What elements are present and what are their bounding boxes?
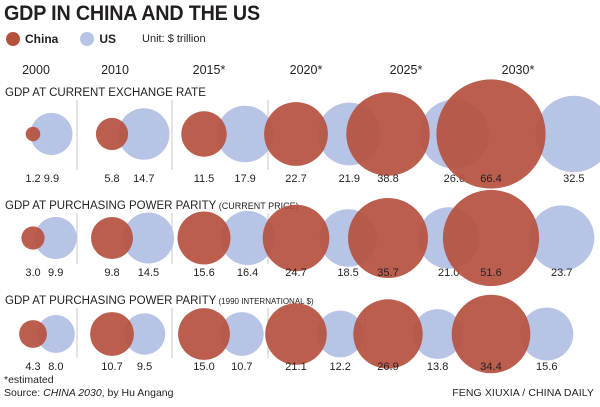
china-value-label: 15.0	[193, 361, 214, 373]
china-bubble	[346, 92, 430, 176]
china-bubble	[436, 79, 546, 189]
year-label: 2010	[101, 63, 129, 77]
china-bubble	[442, 189, 540, 287]
china-bubble	[451, 294, 531, 374]
legend-us-label: US	[99, 32, 117, 46]
china-value-label: 66.4	[480, 173, 501, 185]
row-title: GDP AT PURCHASING POWER PARITY (1990 INT…	[5, 295, 314, 307]
row-title: GDP AT CURRENT EXCHANGE RATE	[5, 87, 206, 99]
row-title: GDP AT PURCHASING POWER PARITY (CURRENT …	[5, 200, 299, 212]
china-value-label: 35.7	[377, 267, 398, 279]
china-value-label: 4.3	[25, 361, 40, 373]
us-value-label: 21.0	[438, 267, 459, 279]
us-bubble	[34, 216, 77, 260]
china-bubble	[178, 308, 230, 360]
china-bubble	[353, 299, 423, 369]
us-value-label: 10.7	[231, 361, 252, 373]
us-value-label: 9.5	[137, 361, 152, 373]
legend-china-label: China	[25, 32, 59, 46]
us-value-label: 18.5	[337, 267, 358, 279]
us-value-label: 8.0	[48, 361, 63, 373]
us-value-label: 16.4	[237, 267, 258, 279]
source-suffix: , by Hu Angang	[101, 387, 174, 399]
china-value-label: 15.6	[193, 267, 214, 279]
china-value-label: 10.7	[101, 361, 122, 373]
us-value-label: 17.9	[234, 173, 255, 185]
china-bubble	[19, 320, 47, 348]
us-bubble	[216, 105, 274, 163]
us-bubble	[535, 95, 600, 173]
us-value-label: 23.7	[551, 267, 572, 279]
legend-us-swatch	[80, 32, 95, 46]
china-value-label: 34.4	[480, 361, 501, 373]
year-label: 2015*	[193, 63, 226, 77]
us-bubble	[219, 312, 264, 356]
china-value-label: 24.7	[285, 267, 306, 279]
source-line: Source: CHINA 2030, by Hu Angang	[4, 387, 173, 400]
year-label: 2020*	[290, 63, 323, 77]
china-value-label: 26.9	[377, 361, 398, 373]
china-value-label: 9.8	[104, 267, 119, 279]
year-label: 2025*	[390, 63, 423, 77]
china-value-label: 11.5	[194, 173, 215, 185]
china-bubble	[348, 198, 428, 278]
us-bubble	[220, 210, 275, 266]
us-value-label: 15.6	[536, 361, 557, 373]
source-title: CHINA 2030	[43, 387, 102, 399]
us-bubble	[529, 205, 595, 271]
estimated-note: *estimated	[4, 374, 54, 386]
us-bubble	[118, 108, 170, 160]
us-value-label: 14.7	[133, 173, 154, 185]
us-bubble	[123, 313, 166, 355]
us-value-label: 9.9	[48, 267, 63, 279]
us-value-label: 9.9	[44, 173, 59, 185]
source-prefix: Source:	[4, 387, 44, 399]
china-bubble	[95, 117, 129, 151]
footnote: *estimated Source: CHINA 2030, by Hu Ang…	[4, 374, 173, 400]
china-value-label: 38.8	[377, 173, 398, 185]
china-bubble	[181, 111, 227, 157]
credit: FENG XIUXIA / CHINA DAILY	[452, 387, 594, 399]
legend-unit: Unit: $ trillion	[142, 33, 206, 45]
china-value-label: 51.6	[480, 267, 501, 279]
china-bubble	[91, 217, 133, 259]
us-bubble	[520, 307, 574, 361]
china-bubble	[265, 303, 327, 365]
china-bubble	[177, 211, 231, 265]
china-value-label: 22.7	[285, 173, 306, 185]
year-label: 2000	[22, 63, 50, 77]
china-bubble	[262, 204, 330, 272]
us-value-label: 32.5	[563, 173, 584, 185]
china-value-label: 1.2	[25, 173, 40, 185]
china-bubble	[25, 126, 41, 142]
us-bubble	[316, 310, 364, 358]
china-value-label: 21.1	[285, 361, 306, 373]
us-value-label: 21.9	[339, 173, 360, 185]
us-bubble	[122, 212, 174, 264]
china-bubble	[90, 312, 134, 356]
year-label: 2030*	[502, 63, 535, 77]
china-bubble	[21, 226, 45, 250]
china-bubble	[264, 102, 328, 166]
us-value-label: 14.5	[138, 267, 159, 279]
china-value-label: 3.0	[25, 267, 40, 279]
chart-title: GDP IN CHINA AND THE US	[4, 2, 260, 25]
legend-china-swatch	[6, 32, 20, 46]
us-value-label: 13.8	[427, 361, 448, 373]
china-value-label: 5.8	[104, 173, 119, 185]
us-bubble	[30, 112, 73, 156]
us-value-label: 12.2	[329, 361, 350, 373]
legend: China US Unit: $ trillion	[6, 30, 206, 48]
us-bubble	[412, 309, 463, 359]
us-bubble	[36, 315, 75, 353]
